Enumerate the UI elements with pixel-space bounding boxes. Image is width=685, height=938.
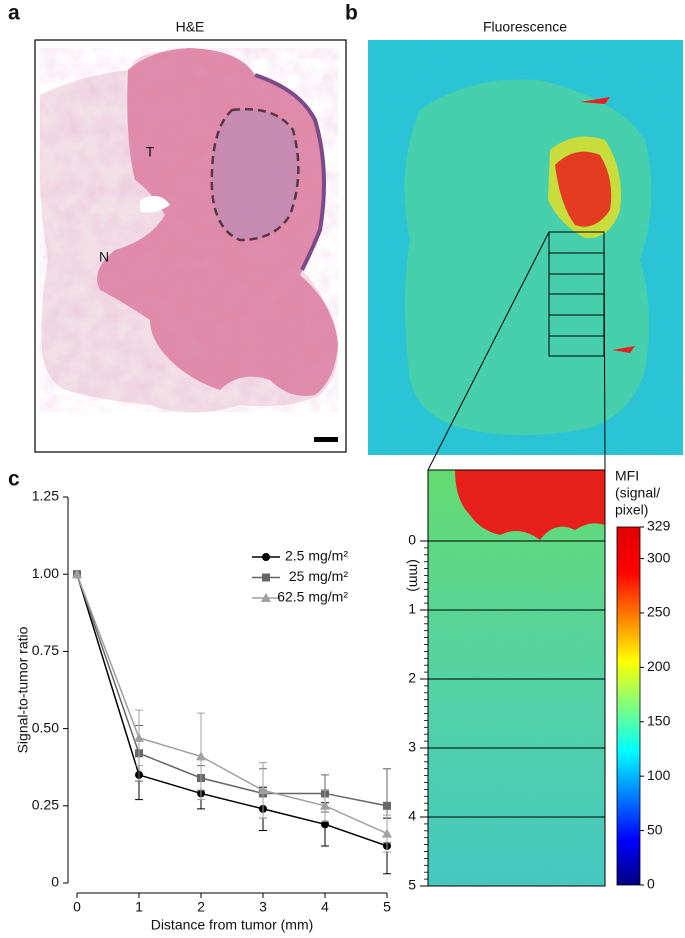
x-tick-label: 0	[73, 899, 81, 915]
y-tick-label: 0.50	[32, 719, 59, 735]
marker	[382, 828, 392, 838]
x-tick-label: 3	[259, 899, 267, 915]
colorbar	[616, 526, 641, 886]
marker	[383, 801, 391, 810]
tissue-signal	[404, 79, 652, 435]
mm-tick-label: 1	[408, 601, 416, 617]
mm-tick-label: 3	[408, 739, 416, 755]
panel-letter: c	[8, 468, 20, 491]
series-line	[76, 573, 388, 807]
colorbar-tick-label: 250	[647, 604, 671, 620]
marker	[321, 820, 329, 829]
scale-bar	[314, 437, 338, 442]
colorbar-tick-label: 329	[647, 518, 671, 534]
x-tick-label: 2	[197, 899, 205, 915]
colorbar-tick-label: 300	[647, 549, 671, 565]
mm-tick-label: 4	[408, 808, 416, 824]
panel-title: H&E	[176, 19, 205, 35]
series-line	[76, 573, 388, 835]
tissue-label: N	[99, 249, 109, 265]
marker	[134, 732, 144, 742]
peak-signal	[555, 151, 612, 227]
tissue-label: T	[146, 144, 155, 160]
legend-marker	[262, 573, 270, 582]
marker	[258, 785, 268, 795]
colorbar-tick-label: 150	[647, 712, 671, 728]
y-tick-label: 0	[51, 874, 59, 890]
he-image	[39, 48, 339, 442]
y-tick-label: 0.75	[32, 642, 59, 658]
tissue-edge	[254, 73, 326, 271]
panel-letter: b	[345, 2, 358, 25]
colorbar-tick-label: 200	[647, 658, 671, 674]
legend-marker	[262, 553, 270, 561]
inset-image	[427, 469, 606, 887]
y-tick-label: 1.25	[32, 488, 59, 504]
zoom-line	[603, 231, 606, 471]
colorbar-title: (signal/	[615, 485, 660, 501]
mm-tick-label: 0	[408, 532, 416, 548]
fluorescence-image	[368, 40, 683, 455]
marker	[196, 751, 206, 761]
tumor-outline	[210, 108, 300, 242]
mm-tick-label: 5	[408, 877, 416, 893]
x-tick-label: 1	[135, 899, 143, 915]
legend-marker	[261, 593, 271, 602]
colorbar-title: MFI	[615, 468, 639, 484]
y-axis-label: Signal-to-tumor ratio	[15, 626, 31, 753]
zoom-line	[427, 231, 550, 471]
marker	[72, 569, 82, 579]
colorbar-title: pixel)	[615, 502, 648, 518]
series-line	[76, 573, 388, 847]
inset-peak	[455, 470, 605, 540]
legend-label: 25 mg/m²	[289, 568, 348, 584]
colorbar-tick-label: 100	[647, 767, 671, 783]
x-axis-label: Distance from tumor (mm)	[151, 917, 314, 933]
y-tick-label: 1.00	[32, 565, 59, 581]
colorbar-tick-label: 0	[647, 876, 655, 892]
y-tick-label: 0.25	[32, 797, 59, 813]
x-tick-label: 4	[321, 899, 329, 915]
inset-noise	[428, 470, 605, 886]
tissue-hole	[140, 196, 170, 213]
colorbar-tick-label: 50	[647, 821, 663, 837]
peak-signal	[612, 346, 635, 353]
legend-label: 62.5 mg/m²	[277, 589, 348, 605]
tissue-texture	[39, 48, 339, 413]
x-tick-label: 5	[383, 899, 391, 915]
legend-label: 2.5 mg/m²	[285, 548, 348, 564]
panel-title: Fluorescence	[483, 19, 567, 35]
marker	[320, 800, 330, 810]
mm-axis-label: (mm)	[406, 559, 422, 592]
panel-letter: a	[8, 2, 20, 25]
peak-signal	[580, 97, 610, 104]
mm-tick-label: 2	[408, 670, 416, 686]
